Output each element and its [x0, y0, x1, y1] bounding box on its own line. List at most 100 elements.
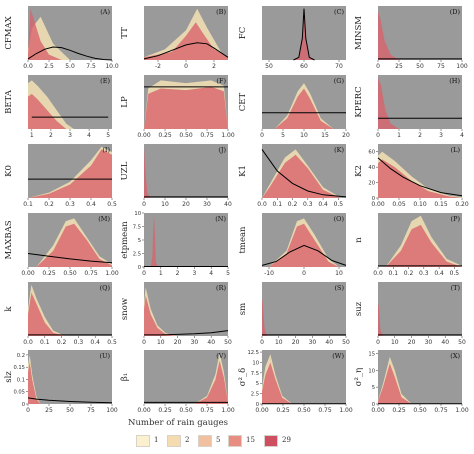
x-tick-label: 5 — [106, 132, 110, 139]
x-tick-label: 30 — [309, 339, 317, 346]
x-tick-label: 0.75 — [200, 132, 214, 139]
prior-curve — [261, 149, 347, 198]
x-tick-label: 0.00 — [137, 407, 151, 414]
density-band-29 — [28, 149, 112, 198]
y-axis-label: K0 — [4, 165, 14, 177]
x-tick-label: 100 — [106, 407, 118, 414]
x-tick-label: 0.2 — [404, 270, 414, 277]
panel-k: (Q) k 0.0 0.1 0.2 0.3 0.4 0.5 — [4, 282, 117, 346]
panel-BETA: (E) BETA 1 2 3 4 5 — [4, 75, 112, 139]
density-band-29 — [28, 8, 62, 60]
legend-key-5 — [198, 435, 212, 447]
density-band-29 — [274, 88, 334, 129]
x-tick-label: 0 — [376, 132, 380, 139]
panel-FC: (C) FC 50 60 70 — [238, 6, 346, 70]
x-tick-label: 1.00 — [455, 407, 469, 414]
x-tick-label: 0.0 — [373, 270, 383, 277]
y-tick-label: 0.05 — [13, 390, 25, 396]
panel-K1: (K) K1 0.0 0.1 0.2 0.3 0.4 0.5 — [238, 144, 347, 208]
x-tick-label: 0.1 — [40, 339, 50, 346]
x-tick-label: 0.50 — [63, 270, 77, 277]
x-tick-label: 15 — [321, 132, 329, 139]
x-tick-label: 40 — [207, 339, 215, 346]
y-axis-label: sm — [238, 303, 248, 315]
panel-tmean: (O) tmean -10 0 10 — [238, 213, 347, 277]
panel-K2: (L) K2 0 20 40 60 0.00 0.05 0.10 0.15 0.20 — [354, 144, 469, 208]
density-band-29 — [144, 22, 228, 60]
x-tick-label: 7.5 — [86, 63, 96, 70]
panel-tag: (G) — [334, 77, 345, 85]
y-tick-label: 15 — [368, 351, 375, 357]
x-tick-label: 0.5 — [107, 339, 117, 346]
y-tick-label: 40 — [368, 165, 375, 171]
x-tick-label: 0.0 — [23, 63, 33, 70]
panel-tag: (B) — [216, 8, 226, 16]
x-tick-label: 1.00 — [221, 407, 235, 414]
panel-K0: (I) K0 0.1 0.2 0.3 0.4 0.5 — [4, 144, 117, 208]
x-tick-label: 0.4 — [318, 201, 328, 208]
x-tick-label: 2 — [176, 270, 180, 277]
x-tick-label: 30 — [425, 339, 433, 346]
density-band-29 — [144, 86, 228, 129]
legend-key-2 — [167, 435, 181, 447]
panel-tag: (X) — [450, 352, 460, 360]
y-axis-label: σ²_δ — [238, 368, 248, 387]
panel-MINSM: (D) MINSM 0 25 50 75 100 — [354, 6, 468, 70]
x-tick-label: 0.00 — [137, 132, 151, 139]
density-band-29 — [293, 8, 315, 60]
y-tick-label: 2.5 — [133, 252, 141, 258]
x-tick-label: 0.05 — [392, 201, 406, 208]
prior-curve — [377, 157, 463, 197]
x-tick-label: 10 — [300, 132, 308, 139]
y-axis-label: σ²_η — [354, 368, 364, 387]
density-band-29 — [378, 159, 462, 198]
panel-tag: (D) — [450, 8, 461, 16]
x-tick-label: 25 — [45, 407, 53, 414]
density-band-29 — [144, 146, 151, 198]
density-band-29 — [194, 360, 228, 404]
x-tick-label: 0 — [184, 63, 188, 70]
x-tick-label: 5 — [281, 132, 285, 139]
x-tick-label: 50 — [416, 63, 424, 70]
x-tick-label: 4 — [460, 132, 464, 139]
y-tick-label: 0.2 — [17, 353, 25, 359]
y-tick-label: 0 — [256, 402, 259, 408]
x-tick-label: 3 — [68, 132, 72, 139]
x-tick-label: 20 — [342, 132, 350, 139]
x-tick-label: 0 — [260, 339, 264, 346]
panel-background — [144, 144, 228, 198]
x-tick-label: 60 — [300, 63, 308, 70]
panel-MAXBAS: (M) MAXBAS 0.00 0.25 0.50 0.75 1.00 — [4, 213, 119, 277]
x-tick-label: 0.2 — [288, 201, 298, 208]
y-axis-label: MINSM — [354, 16, 364, 50]
x-tick-label: 0 — [302, 270, 306, 277]
x-tick-label: 75 — [437, 63, 445, 70]
density-band-29 — [150, 215, 158, 267]
x-tick-label: 0.3 — [303, 201, 313, 208]
y-axis-label: LP — [120, 96, 130, 108]
x-tick-label: 0.2 — [57, 339, 67, 346]
x-tick-label: 0.1 — [23, 201, 33, 208]
x-tick-label: 0.20 — [455, 201, 469, 208]
y-tick-label: 0.1 — [17, 377, 25, 383]
x-tick-label: 0.00 — [371, 201, 385, 208]
x-tick-label: 40 — [441, 339, 449, 346]
panel-CFMAX: (A) CFMAX 0.0 2.5 5.0 7.5 10.0 — [4, 6, 119, 70]
x-tick-label: 5 — [226, 270, 230, 277]
density-band-29 — [378, 303, 383, 336]
panel-tag: (V) — [216, 352, 226, 360]
x-tick-label: 0.75 — [318, 407, 332, 414]
x-tick-label: 0 — [376, 63, 380, 70]
panel-tag: (P) — [451, 215, 461, 223]
y-tick-label: 0 — [22, 402, 25, 408]
y-tick-label: 5 — [372, 385, 375, 391]
panel-KPERC: (H) KPERC 0 1 2 3 4 — [354, 75, 464, 139]
x-tick-label: 1.00 — [339, 407, 353, 414]
y-tick-label: 0 — [138, 265, 141, 271]
density-band-29 — [378, 77, 399, 129]
x-tick-label: 70 — [335, 63, 343, 70]
panel-tag: (U) — [99, 352, 110, 360]
density-band-29 — [36, 223, 112, 267]
x-tick-label: 0 — [376, 339, 380, 346]
x-tick-label: -10 — [264, 270, 274, 277]
